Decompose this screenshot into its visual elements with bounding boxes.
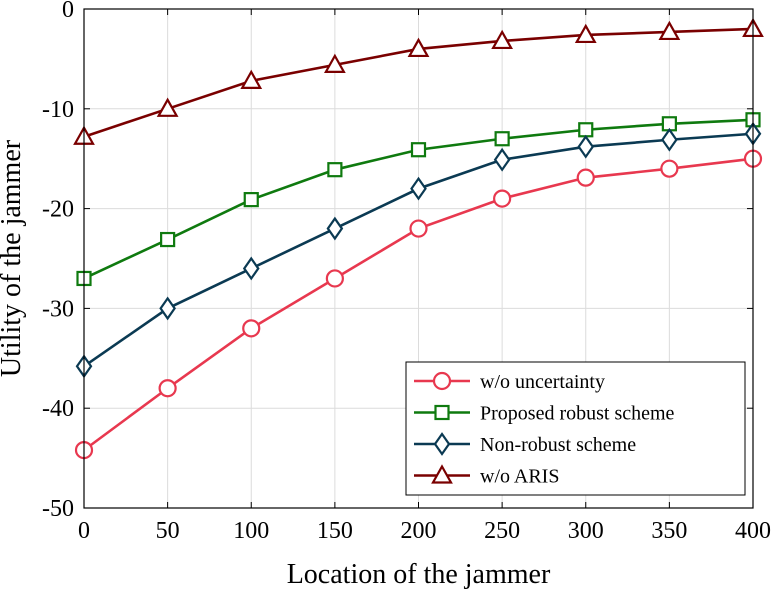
data-point-proposed-robust-scheme xyxy=(243,192,259,208)
x-tick-label: 150 xyxy=(317,518,353,544)
x-tick-label: 0 xyxy=(78,518,90,544)
data-point-w-o-uncertainty xyxy=(493,189,512,208)
data-point-w-o-uncertainty xyxy=(158,379,177,398)
data-point-proposed-robust-scheme xyxy=(327,162,343,178)
data-point-non-robust-scheme xyxy=(242,256,260,281)
legend-label-w-o-aris: w/o ARIS xyxy=(480,466,559,488)
y-axis-ticks: 0 -10 -20 -30 -40 -50 xyxy=(42,0,753,522)
data-point-non-robust-scheme xyxy=(493,147,511,172)
y-tick-label: -30 xyxy=(42,296,74,322)
data-point-w-o-aris xyxy=(407,37,430,58)
data-point-proposed-robust-scheme xyxy=(410,142,427,158)
y-tick-label: -50 xyxy=(42,496,74,522)
x-axis-label: Location of the jammer xyxy=(287,559,551,590)
legend-marker-proposed-robust-scheme xyxy=(434,404,450,421)
legend-marker-non-robust-scheme xyxy=(433,432,451,456)
data-point-non-robust-scheme xyxy=(410,176,427,201)
data-point-non-robust-scheme xyxy=(159,296,176,321)
x-tick-label: 350 xyxy=(651,518,687,544)
data-point-w-o-aris xyxy=(323,53,346,73)
x-tick-label: 50 xyxy=(156,518,180,544)
y-axis-label: Utility of the jammer xyxy=(0,139,27,377)
data-point-non-robust-scheme xyxy=(577,134,595,159)
legend-marker-w-o-uncertainty xyxy=(432,371,452,391)
legend-label-non-robust-scheme: Non-robust scheme xyxy=(480,434,636,456)
data-point-w-o-uncertainty xyxy=(409,219,428,238)
x-axis-ticks: 0 50 100 150 200 250 300 350 400 xyxy=(78,9,771,544)
x-tick-label: 250 xyxy=(484,518,520,544)
data-point-non-robust-scheme xyxy=(661,127,678,152)
x-tick-label: 200 xyxy=(401,518,437,544)
y-tick-label: 0 xyxy=(62,0,74,23)
legend: w/o uncertainty Proposed robust scheme Non… xyxy=(405,361,746,496)
data-point-w-o-aris xyxy=(658,20,681,41)
x-tick-label: 100 xyxy=(233,518,269,544)
data-point-proposed-robust-scheme xyxy=(578,122,594,138)
legend-label-proposed-robust-scheme: Proposed robust scheme xyxy=(480,403,675,425)
y-tick-label: -20 xyxy=(42,197,74,223)
data-point-w-o-uncertainty xyxy=(242,319,261,338)
data-point-w-o-aris xyxy=(156,97,179,117)
x-tick-label: 300 xyxy=(568,518,604,544)
data-point-non-robust-scheme xyxy=(326,216,344,241)
data-point-w-o-uncertainty xyxy=(325,269,344,288)
data-point-proposed-robust-scheme xyxy=(494,131,510,147)
y-tick-label: -40 xyxy=(42,396,74,422)
data-point-proposed-robust-scheme xyxy=(160,231,176,248)
x-tick-label: 400 xyxy=(735,518,771,544)
legend-box xyxy=(405,361,746,496)
data-point-w-o-uncertainty xyxy=(660,159,679,178)
data-point-w-o-aris xyxy=(491,29,514,50)
series-markers xyxy=(73,17,764,460)
legend-entries: w/o uncertainty Proposed robust scheme Non… xyxy=(414,371,675,488)
data-point-w-o-uncertainty xyxy=(576,168,595,187)
legend-marker-w-o-aris xyxy=(431,464,453,484)
data-point-w-o-aris xyxy=(240,69,263,89)
legend-label-w-o-uncertainty: w/o uncertainty xyxy=(480,371,605,393)
data-point-w-o-aris xyxy=(574,23,597,44)
y-tick-label: -10 xyxy=(42,97,74,123)
